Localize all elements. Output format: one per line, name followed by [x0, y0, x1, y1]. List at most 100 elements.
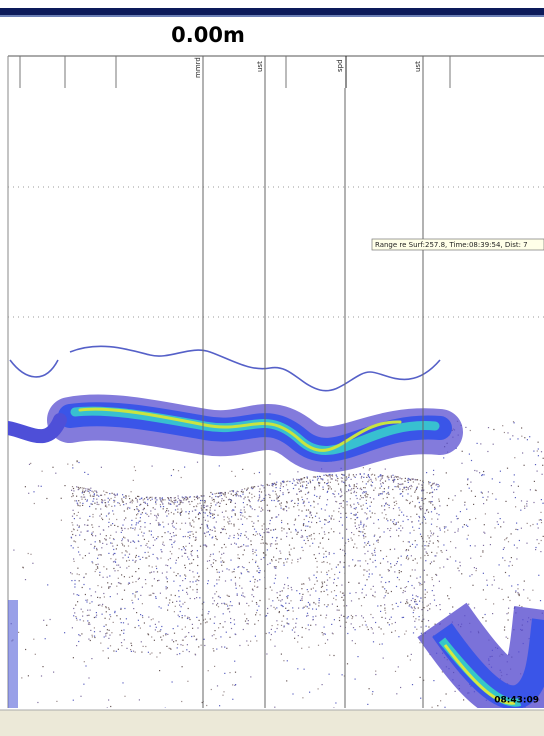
speckle-dot	[486, 579, 488, 581]
speckle-dot	[301, 478, 303, 480]
speckle-dot	[469, 575, 471, 577]
speckle-dot	[387, 592, 389, 594]
speckle-dot	[212, 597, 214, 599]
speckle-dot	[330, 518, 332, 520]
speckle-dot	[160, 499, 162, 501]
speckle-dot	[350, 623, 352, 625]
speckle-dot	[206, 509, 208, 511]
speckle-dot	[212, 493, 214, 495]
speckle-dot	[256, 580, 259, 582]
speckle-dot	[436, 488, 438, 491]
speckle-dot	[379, 562, 382, 564]
speckle-dot	[84, 555, 86, 557]
speckle-dot	[395, 523, 397, 525]
speckle-dot	[353, 546, 355, 548]
speckle-dot	[483, 470, 485, 473]
speckle-dot	[117, 648, 119, 650]
speckle-dot	[400, 483, 402, 486]
speckle-dot	[147, 504, 149, 507]
speckle-dot	[125, 618, 127, 620]
speckle-dot	[319, 482, 321, 484]
speckle-dot	[210, 505, 212, 507]
speckle-dot	[310, 505, 312, 507]
speckle-dot	[283, 508, 285, 510]
speckle-dot	[225, 496, 227, 498]
speckle-dot	[94, 541, 96, 543]
speckle-dot	[326, 491, 328, 493]
speckle-dot	[186, 587, 188, 589]
speckle-dot	[417, 596, 419, 598]
speckle-dot	[419, 676, 421, 678]
speckle-dot	[87, 488, 89, 490]
speckle-dot	[191, 550, 193, 552]
speckle-dot	[454, 690, 456, 692]
speckle-dot	[72, 657, 74, 659]
speckle-dot	[287, 587, 289, 590]
speckle-dot	[393, 501, 395, 503]
speckle-dot	[268, 632, 270, 634]
speckle-dot	[284, 583, 286, 586]
speckle-dot	[412, 478, 414, 480]
speckle-dot	[361, 624, 364, 626]
speckle-dot	[91, 503, 93, 505]
speckle-dot	[142, 645, 144, 647]
speckle-dot	[74, 579, 76, 582]
speckle-dot	[242, 502, 244, 504]
speckle-dot	[151, 465, 153, 467]
speckle-dot	[213, 501, 215, 503]
speckle-dot	[162, 503, 164, 505]
speckle-dot	[252, 486, 254, 488]
speckle-dot	[205, 545, 207, 547]
speckle-dot	[444, 706, 446, 708]
speckle-dot	[402, 483, 404, 485]
speckle-dot	[241, 489, 243, 491]
speckle-dot	[437, 484, 439, 486]
speckle-dot	[353, 503, 355, 505]
speckle-dot	[426, 591, 428, 593]
speckle-dot	[210, 564, 212, 566]
speckle-dot	[184, 601, 186, 603]
speckle-dot	[244, 534, 246, 536]
speckle-dot	[85, 490, 87, 492]
speckle-dot	[392, 481, 395, 483]
speckle-dot	[281, 480, 284, 482]
speckle-dot	[141, 497, 143, 499]
speckle-dot	[159, 524, 161, 526]
speckle-dot	[187, 617, 189, 619]
speckle-dot	[224, 493, 226, 495]
speckle-dot	[182, 603, 184, 605]
speckle-dot	[282, 615, 285, 617]
speckle-dot	[421, 487, 423, 489]
speckle-dot	[340, 489, 342, 491]
speckle-dot	[123, 639, 125, 641]
speckle-dot	[506, 537, 508, 539]
speckle-dot	[323, 556, 325, 558]
speckle-dot	[390, 616, 392, 618]
speckle-dot	[405, 550, 407, 552]
speckle-dot	[416, 486, 418, 488]
speckle-dot	[74, 541, 77, 543]
speckle-dot	[429, 481, 431, 484]
tooltip-box	[371, 238, 544, 251]
speckle-dot	[257, 620, 259, 622]
speckle-dot	[191, 562, 193, 564]
speckle-dot	[293, 547, 295, 549]
speckle-dot	[372, 595, 374, 597]
speckle-dot	[247, 487, 249, 489]
speckle-dot	[404, 633, 406, 635]
speckle-dot	[70, 572, 72, 574]
speckle-dot	[464, 501, 466, 503]
speckle-dot	[127, 528, 129, 530]
speckle-dot	[475, 570, 477, 572]
speckle-dot	[245, 531, 247, 533]
speckle-dot	[240, 533, 242, 535]
speckle-dot	[139, 520, 142, 522]
speckle-dot	[213, 513, 215, 516]
speckle-dot	[239, 535, 242, 537]
speckle-dot	[337, 577, 339, 579]
speckle-dot	[103, 596, 105, 598]
speckle-dot	[27, 552, 29, 555]
speckle-dot	[271, 483, 273, 485]
speckle-dot	[404, 477, 406, 479]
speckle-dot	[177, 495, 179, 497]
